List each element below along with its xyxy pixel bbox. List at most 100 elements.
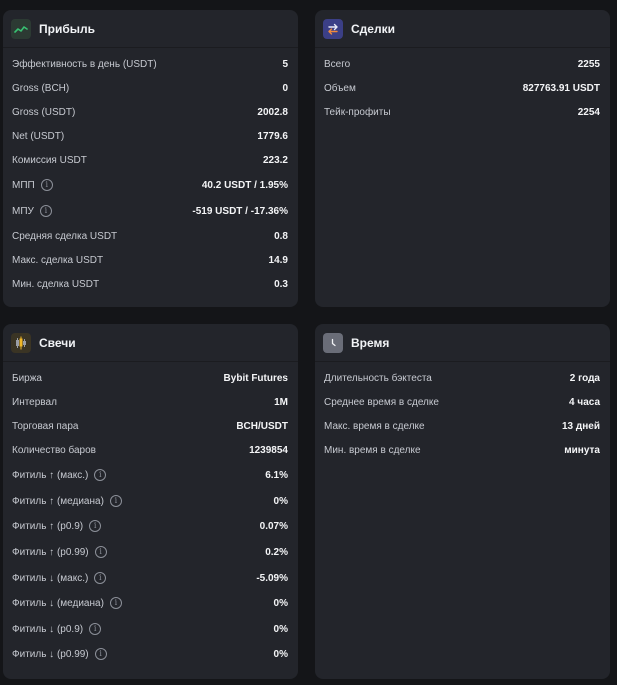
candles-row: Фитиль ↓ (медиана) i 0% <box>12 595 288 611</box>
time-label: Макс. время в сделке <box>324 420 425 432</box>
profit-title: Прибыль <box>39 21 95 36</box>
profit-row: Макс. сделка USDT 14.9 <box>12 252 288 268</box>
profit-value: -519 USDT / -17.36% <box>192 205 288 217</box>
deals-label: Объем <box>324 82 356 94</box>
profit-label: Gross (USDT) <box>12 106 76 118</box>
candles-value: 1M <box>274 396 288 408</box>
profit-label: МПУ i <box>12 205 52 217</box>
candles-row: Фитиль ↑ (медиана) i 0% <box>12 493 288 509</box>
time-label: Мин. время в сделке <box>324 444 421 456</box>
candles-value: 0% <box>273 597 288 609</box>
candles-label: Фитиль ↓ (медиана) i <box>12 597 122 609</box>
deals-value: 2255 <box>577 58 600 70</box>
candles-panel: Свечи Биржа Bybit Futures Интервал 1M То… <box>3 324 298 679</box>
profit-value: 2002.8 <box>257 106 288 118</box>
profit-row: МПУ i -519 USDT / -17.36% <box>12 203 288 219</box>
profit-value: 1779.6 <box>257 130 288 142</box>
profit-row: Net (USDT) 1779.6 <box>12 128 288 144</box>
time-row: Длительность бэктеста 2 года <box>324 370 600 386</box>
candles-label: Фитиль ↓ (макс.) i <box>12 572 107 584</box>
deals-row: Объем 827763.91 USDT <box>324 80 600 96</box>
profit-row: Gross (BCH) 0 <box>12 80 288 96</box>
profit-label: Средняя сделка USDT <box>12 230 118 242</box>
candles-value: Bybit Futures <box>223 372 288 384</box>
info-icon[interactable]: i <box>89 623 102 635</box>
deals-title: Сделки <box>351 21 395 36</box>
candles-row: Количество баров 1239854 <box>12 442 288 458</box>
candles-label: Биржа <box>12 372 42 384</box>
time-value: 2 года <box>569 372 600 384</box>
candles-value: 0.2% <box>265 546 288 558</box>
profit-label: Gross (BCH) <box>12 82 70 94</box>
clock-icon <box>323 332 343 353</box>
candles-row: Биржа Bybit Futures <box>12 370 288 386</box>
profit-row: Комиссия USDT 223.2 <box>12 152 288 168</box>
time-value: минута <box>564 444 600 456</box>
candles-value: 0% <box>273 495 288 507</box>
profit-label: Мин. сделка USDT <box>12 278 100 290</box>
time-label: Среднее время в сделке <box>324 396 439 408</box>
info-icon[interactable]: i <box>109 597 122 609</box>
info-icon[interactable]: i <box>94 572 107 584</box>
info-icon[interactable]: i <box>89 520 102 532</box>
candles-row: Фитиль ↓ (p0.9) i 0% <box>12 621 288 637</box>
candles-header: Свечи <box>3 324 298 362</box>
profit-label: Эффективность в день (USDT) <box>12 58 157 70</box>
candles-value: -5.09% <box>256 572 288 584</box>
profit-row: Средняя сделка USDT 0.8 <box>12 228 288 244</box>
profit-label: Макс. сделка USDT <box>12 254 104 266</box>
candles-row: Фитиль ↑ (p0.9) i 0.07% <box>12 518 288 534</box>
profit-value: 223.2 <box>262 154 288 166</box>
candles-label: Фитиль ↑ (p0.99) i <box>12 546 107 558</box>
candles-label: Торговая пара <box>12 420 79 432</box>
candles-row: Фитиль ↓ (p0.99) i 0% <box>12 646 288 662</box>
candles-row: Торговая пара BCH/USDT <box>12 418 288 434</box>
candles-label: Интервал <box>12 396 57 408</box>
candles-row: Фитиль ↑ (p0.99) i 0.2% <box>12 544 288 560</box>
trend-chart-icon <box>11 18 31 39</box>
deals-value: 2254 <box>577 106 600 118</box>
time-row: Макс. время в сделке 13 дней <box>324 418 600 434</box>
deals-label: Тейк-профиты <box>324 106 391 118</box>
profit-value: 0.8 <box>274 230 288 242</box>
info-icon[interactable]: i <box>39 205 52 217</box>
profit-header: Прибыль <box>3 10 298 48</box>
profit-label: Комиссия USDT <box>12 154 87 166</box>
profit-panel: Прибыль Эффективность в день (USDT) 5 Gr… <box>3 10 298 307</box>
profit-row: Эффективность в день (USDT) 5 <box>12 56 288 72</box>
time-header: Время <box>315 324 610 362</box>
candlestick-icon <box>11 332 31 353</box>
time-value: 13 дней <box>562 420 600 432</box>
profit-row: МПП i 40.2 USDT / 1.95% <box>12 177 288 193</box>
candles-label: Фитиль ↑ (макс.) i <box>12 469 107 481</box>
profit-label: МПП i <box>12 179 53 191</box>
info-icon[interactable]: i <box>94 546 107 558</box>
deals-value: 827763.91 USDT <box>522 82 600 94</box>
candles-label: Фитиль ↑ (p0.9) i <box>12 520 102 532</box>
candles-row: Фитиль ↑ (макс.) i 6.1% <box>12 467 288 483</box>
deals-panel: Сделки Всего 2255 Объем 827763.91 USDT Т… <box>315 10 610 307</box>
candles-label: Фитиль ↑ (медиана) i <box>12 495 122 507</box>
candles-value: BCH/USDT <box>236 420 288 432</box>
time-panel: Время Длительность бэктеста 2 года Средн… <box>315 324 610 679</box>
info-icon[interactable]: i <box>109 495 122 507</box>
time-title: Время <box>351 335 390 350</box>
profit-row: Gross (USDT) 2002.8 <box>12 104 288 120</box>
info-icon[interactable]: i <box>94 648 107 660</box>
profit-value: 40.2 USDT / 1.95% <box>201 179 288 191</box>
time-value: 4 часа <box>569 396 600 408</box>
swap-arrows-icon <box>323 18 343 39</box>
info-icon[interactable]: i <box>94 469 107 481</box>
deals-row: Всего 2255 <box>324 56 600 72</box>
deals-row: Тейк-профиты 2254 <box>324 104 600 120</box>
candles-value: 6.1% <box>265 469 288 481</box>
profit-value: 0 <box>282 82 288 94</box>
time-row: Мин. время в сделке минута <box>324 442 600 458</box>
candles-value: 0% <box>273 648 288 660</box>
candles-row: Интервал 1M <box>12 394 288 410</box>
info-icon[interactable]: i <box>40 179 53 191</box>
candles-value: 0.07% <box>259 520 288 532</box>
candles-value: 0% <box>273 623 288 635</box>
candles-title: Свечи <box>39 335 76 350</box>
profit-value: 14.9 <box>268 254 288 266</box>
